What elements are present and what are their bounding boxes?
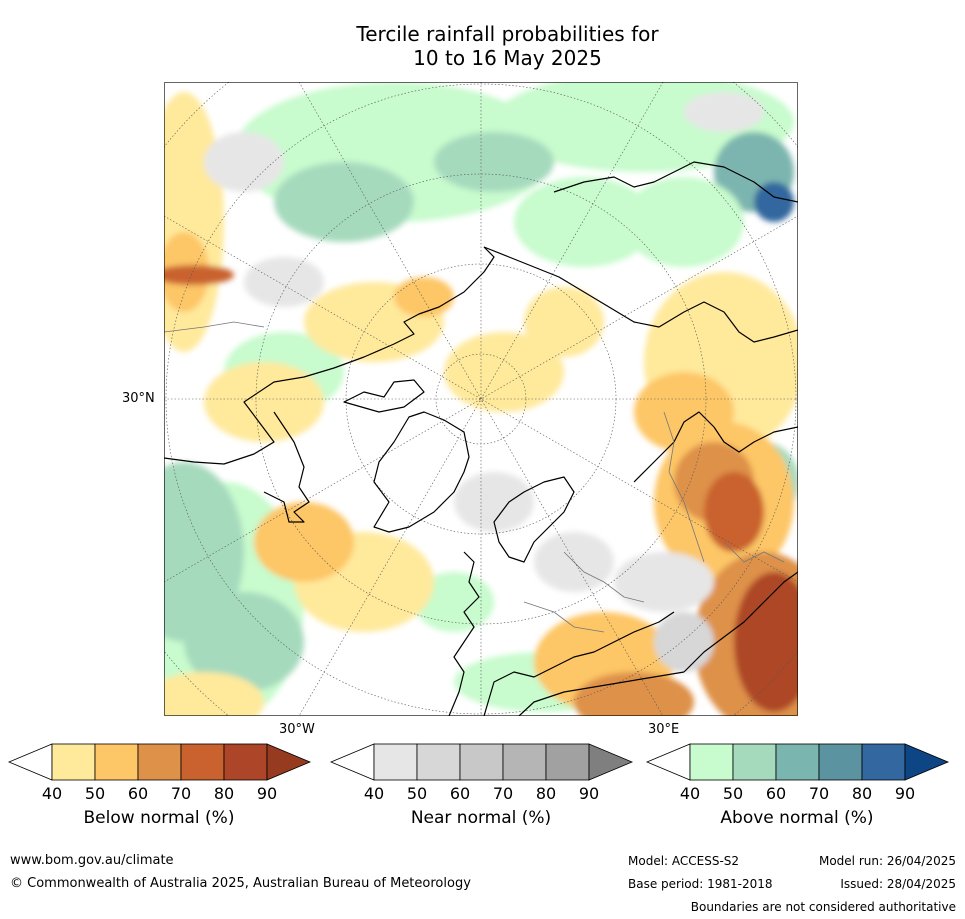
colorbar-near-tick: 80 [535,784,557,803]
colorbar-below-normal [7,743,312,781]
colorbar-below-tick: 80 [213,784,235,803]
model-run-date: Model run: 26/04/2025 [818,854,956,868]
latitude-label: 30°N [122,391,155,406]
boundaries-disclaimer: Boundaries are not considered authoritat… [690,900,956,914]
colorbar-swatch [94,743,139,781]
colorbar-below-tick: 50 [84,784,106,803]
colorbar-extend-low [329,743,375,781]
colorbar-near-tick: 50 [406,784,428,803]
website-link[interactable]: www.bom.gov.au/climate [10,853,174,868]
colorbar-swatch [502,743,547,781]
map-border [164,82,798,716]
colorbar-above-tick: 90 [894,784,916,803]
coastlines [164,161,798,716]
colorbar-near-tick: 70 [492,784,514,803]
colorbar-swatch [373,743,418,781]
colorbar-near-tick: 90 [578,784,600,803]
colorbar-below-tick: 90 [256,784,278,803]
title-line-2: 10 to 16 May 2025 [413,46,602,70]
colorbar-below-tick: 60 [127,784,149,803]
colorbar-near-tick: 60 [449,784,471,803]
longitude-label-west: 30°W [279,722,315,737]
colorbar-above-label: Above normal (%) [720,808,874,828]
colorbar-above-tick: 70 [808,784,830,803]
colorbar-near-normal-swatches [329,743,634,781]
rainfall-probability-map[interactable] [164,82,798,716]
colorbar-below-label: Below normal (%) [83,808,235,828]
issued-date: Issued: 28/04/2025 [840,877,956,891]
colorbar-swatch [732,743,777,781]
colorbar-swatch [180,743,225,781]
colorbar-swatch [545,743,590,781]
colorbar-extend-high [266,743,312,781]
colorbar-near-normal [329,743,634,781]
base-period: Base period: 1981-2018 [628,877,773,891]
colorbar-above-tick: 60 [765,784,787,803]
colorbar-swatch [459,743,504,781]
colorbar-above-tick: 50 [722,784,744,803]
model-name: Model: ACCESS-S2 [628,854,740,868]
colorbar-above-normal-swatches [645,743,950,781]
colorbar-swatch [775,743,820,781]
colorbar-swatch [689,743,734,781]
colorbar-swatch [223,743,268,781]
colorbar-above-normal [645,743,950,781]
graticule [164,82,798,716]
colorbar-extend-low [7,743,53,781]
map-canvas [164,82,798,716]
colorbar-extend-high [588,743,634,781]
longitude-label-east: 30°E [648,722,680,737]
colorbar-swatch [818,743,863,781]
colorbar-near-tick: 40 [363,784,385,803]
colorbar-below-normal-swatches [7,743,312,781]
country-borders [164,321,785,633]
title-line-1: Tercile rainfall probabilities for [356,22,659,46]
colorbar-swatch [416,743,461,781]
colorbar-extend-high [904,743,950,781]
colorbar-near-label: Near normal (%) [410,808,552,828]
colorbar-above-tick: 80 [851,784,873,803]
colorbar-extend-low [645,743,691,781]
colorbar-swatch [861,743,906,781]
map-title: Tercile rainfall probabilities for 10 to… [0,22,965,70]
colorbar-below-tick: 70 [170,784,192,803]
colorbar-below-tick: 40 [41,784,63,803]
colorbar-swatch [137,743,182,781]
colorbar-above-tick: 40 [679,784,701,803]
copyright-text: © Commonwealth of Australia 2025, Austra… [10,876,471,891]
colorbar-swatch [51,743,96,781]
